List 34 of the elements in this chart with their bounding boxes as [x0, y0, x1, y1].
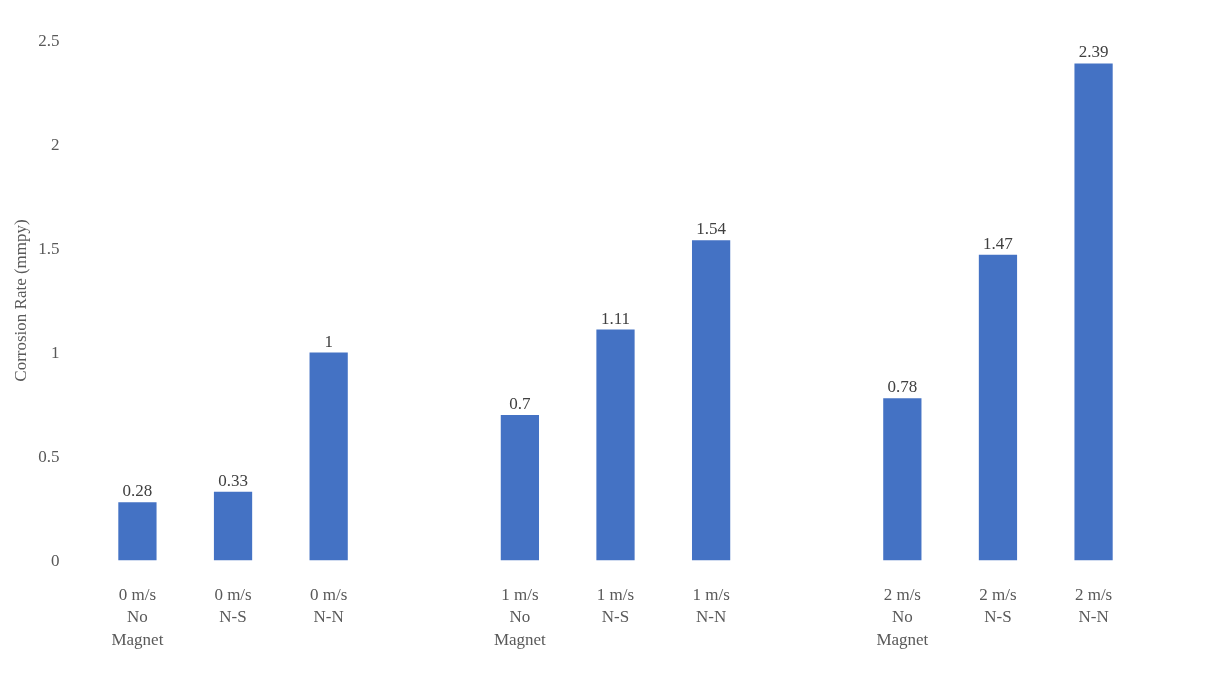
bar	[978, 254, 1018, 561]
bar	[500, 414, 540, 561]
x-tick-label: 2 m/s N-S	[979, 584, 1017, 627]
bar	[118, 502, 157, 561]
y-tick-label: 2.5	[38, 31, 60, 50]
data-label: 1	[324, 331, 333, 351]
x-tick-label: 2 m/s N-N	[1074, 584, 1113, 627]
data-label: 1.11	[600, 308, 631, 328]
data-label: 2.39	[1078, 42, 1109, 62]
y-tick-label: 1.5	[38, 239, 60, 258]
y-tick-label: 1	[51, 343, 60, 362]
x-tick-label: 0 m/s No Magnet	[111, 584, 164, 650]
y-tick-label: 0.5	[38, 447, 60, 466]
data-label: 1.47	[983, 233, 1014, 253]
bar	[883, 398, 922, 561]
bar	[1074, 63, 1113, 561]
x-tick-label: 2 m/s No Magnet	[876, 584, 929, 650]
data-label: 0.33	[218, 470, 248, 490]
bar	[309, 352, 348, 561]
x-tick-label: 1 m/s N-N	[692, 584, 730, 627]
bar	[213, 491, 253, 561]
y-axis-title: Corrosion Rate (mmpy)	[11, 219, 31, 382]
bar	[596, 329, 635, 561]
data-label: 0.78	[887, 377, 918, 397]
x-tick-label: 0 m/s N-N	[310, 584, 348, 627]
y-tick-label: 2	[51, 135, 60, 154]
data-label: 0.28	[122, 481, 153, 501]
x-tick-label: 1 m/s No Magnet	[493, 584, 547, 650]
bar	[691, 240, 731, 561]
x-tick-label: 0 m/s N-S	[214, 584, 252, 627]
y-tick-label: 0	[51, 551, 60, 570]
data-label: 0.7	[509, 393, 532, 413]
data-label: 1.54	[696, 219, 727, 239]
x-tick-label: 1 m/s N-S	[596, 584, 635, 627]
